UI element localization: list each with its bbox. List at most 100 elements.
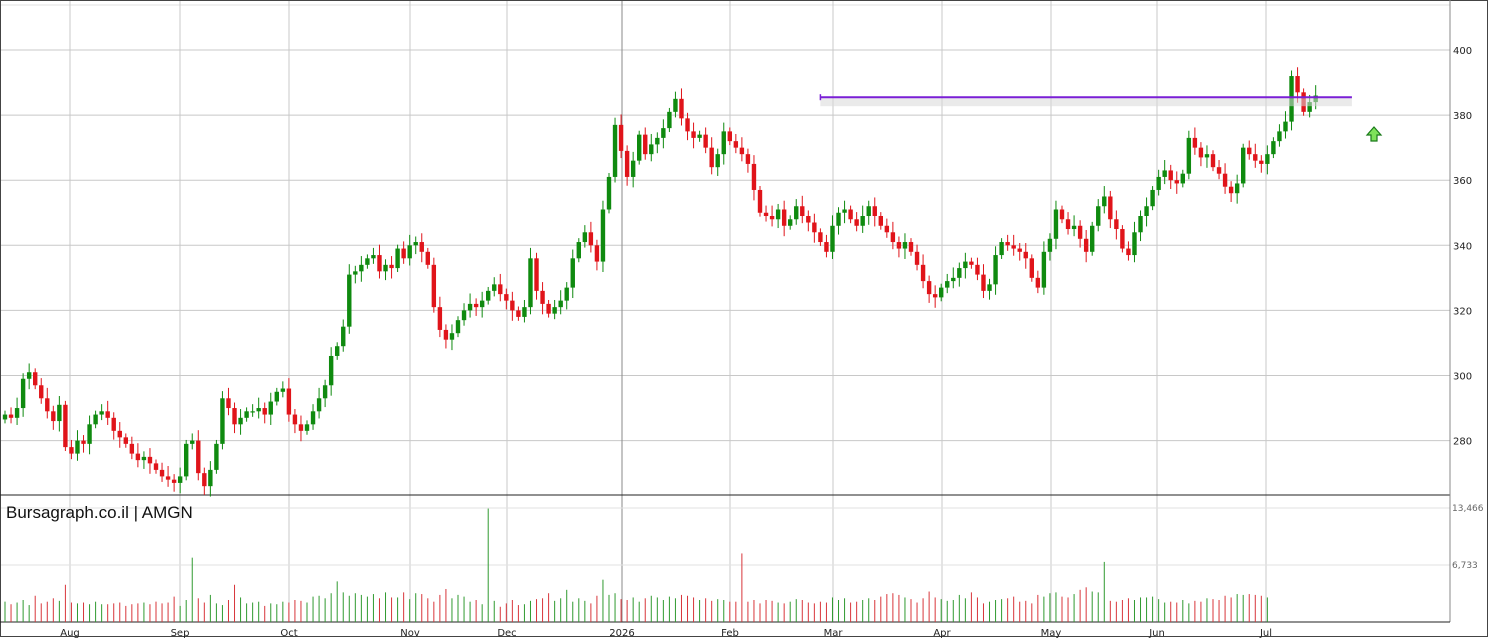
candle-body xyxy=(1053,209,1059,239)
candle-body xyxy=(1071,225,1077,230)
candle-body xyxy=(854,219,859,226)
candle-body xyxy=(1156,176,1161,190)
candle-body xyxy=(727,131,732,142)
candles xyxy=(2,67,1318,497)
candle-body xyxy=(812,222,817,233)
candle-body xyxy=(594,245,600,262)
candle-body xyxy=(951,277,956,282)
candle-body xyxy=(757,189,763,213)
candle-body xyxy=(492,284,497,291)
candle-body xyxy=(703,134,708,148)
candle-body xyxy=(564,287,569,301)
candle-body xyxy=(81,440,86,444)
candle-body xyxy=(824,242,829,252)
candle-body xyxy=(498,284,503,295)
candle-body xyxy=(751,163,757,190)
grid xyxy=(0,0,1450,622)
candle-body xyxy=(914,251,920,265)
candle-body xyxy=(1005,242,1010,246)
candle-body xyxy=(196,440,201,474)
candle-body xyxy=(328,355,334,386)
candle-body xyxy=(39,385,44,399)
candle-body xyxy=(655,137,660,145)
candle-body xyxy=(800,206,805,217)
candle-body xyxy=(1047,238,1053,252)
x-tick-label: Sep xyxy=(171,628,190,638)
x-tick-label: May xyxy=(1041,628,1062,638)
candle-body xyxy=(1247,147,1252,155)
candle-body xyxy=(1198,147,1204,158)
candle-body xyxy=(763,212,769,217)
candle-body xyxy=(129,443,135,454)
candle-body xyxy=(335,346,340,356)
candle-body xyxy=(33,372,38,386)
candle-body xyxy=(993,255,998,285)
overlays xyxy=(819,94,1383,142)
x-tick-label: Aug xyxy=(60,628,80,638)
candle-body xyxy=(401,248,406,259)
candle-body xyxy=(612,124,618,177)
candle-body xyxy=(667,111,672,129)
candle-body xyxy=(1035,277,1041,288)
candle-body xyxy=(347,274,352,327)
candle-body xyxy=(939,287,944,298)
candle-body xyxy=(540,290,545,304)
candle-body xyxy=(588,232,594,246)
candle-body xyxy=(606,176,612,210)
candle-body xyxy=(546,303,551,314)
candle-body xyxy=(395,248,400,269)
candle-body xyxy=(884,225,890,233)
candle-body xyxy=(1180,173,1185,184)
candle-body xyxy=(1011,245,1016,249)
candle-body xyxy=(443,329,449,340)
candle-body xyxy=(1041,251,1047,288)
candle-body xyxy=(709,147,714,168)
candle-body xyxy=(419,242,424,252)
candle-body xyxy=(184,443,189,477)
candle-body xyxy=(159,469,165,477)
candle-body xyxy=(461,310,467,321)
candle-body xyxy=(93,414,98,425)
candle-body xyxy=(661,128,666,138)
candle-body xyxy=(26,372,32,379)
candle-body xyxy=(558,300,563,308)
candle-body xyxy=(449,333,455,340)
candle-body xyxy=(987,284,992,291)
candle-body xyxy=(57,404,62,422)
candle-body xyxy=(141,456,147,461)
candle-body xyxy=(1307,102,1312,112)
candle-body xyxy=(637,134,642,161)
candle-body xyxy=(87,424,92,444)
candle-body xyxy=(1174,180,1179,184)
candle-body xyxy=(1204,154,1210,158)
candle-body xyxy=(932,294,938,298)
candle-body xyxy=(630,160,636,177)
candle-body xyxy=(582,232,588,243)
y-tick-label: 300 xyxy=(1453,372,1472,383)
candle-body xyxy=(1216,167,1222,174)
candle-body xyxy=(250,411,255,413)
candle-body xyxy=(220,398,225,444)
candle-body xyxy=(649,144,654,155)
candle-body xyxy=(920,264,926,282)
y-tick-label: 340 xyxy=(1453,241,1472,252)
candle-body xyxy=(890,232,896,243)
candle-body xyxy=(1162,170,1167,177)
candle-body xyxy=(1029,258,1034,278)
candle-body xyxy=(467,303,473,311)
candle-body xyxy=(238,417,243,425)
candle-body xyxy=(153,463,159,470)
candle-body xyxy=(872,206,877,217)
candle-body xyxy=(1271,141,1276,155)
candle-body xyxy=(1210,154,1216,168)
candle-body xyxy=(516,310,521,317)
vol-tick-label: 6,733 xyxy=(1452,561,1478,571)
candle-body xyxy=(806,216,811,223)
candle-body xyxy=(522,307,527,317)
x-tick-label: Jul xyxy=(1259,628,1272,638)
candle-body xyxy=(365,258,370,265)
candle-body xyxy=(353,271,358,275)
candle-body xyxy=(1168,170,1173,181)
